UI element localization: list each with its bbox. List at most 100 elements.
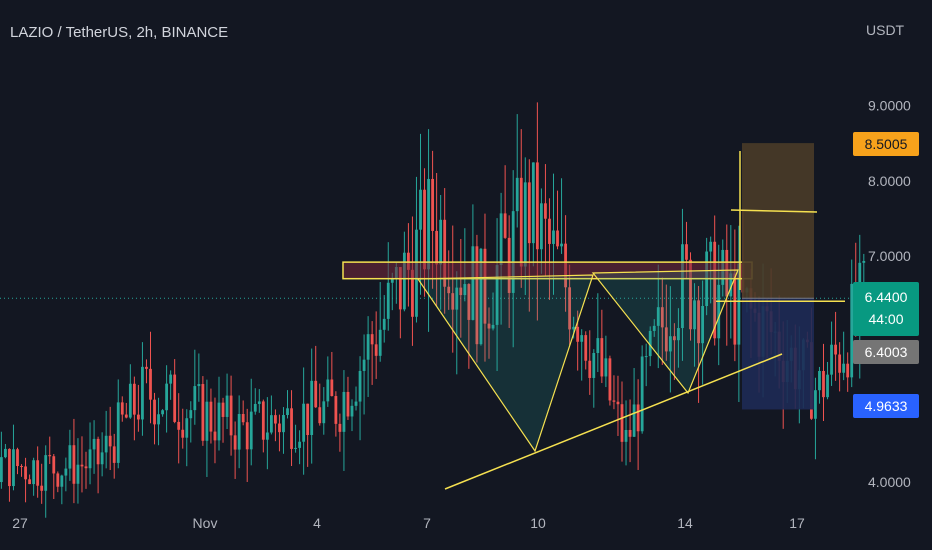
candle-body [527, 182, 531, 244]
candle-body [818, 371, 821, 391]
y-tick-label: 4.0000 [868, 474, 911, 490]
candle-body [153, 399, 156, 425]
candle-body [644, 356, 648, 358]
candle-body [834, 344, 837, 355]
support-trendline [444, 353, 783, 490]
candle-body [407, 252, 410, 270]
candle-body [668, 336, 672, 352]
candle-body [24, 466, 27, 480]
candle-body [693, 300, 696, 330]
candle-body [290, 408, 293, 449]
candle-body [435, 230, 439, 265]
candle-body [390, 279, 394, 283]
candle-body [467, 284, 471, 320]
candle-body [826, 374, 829, 398]
candle-body [322, 401, 326, 424]
bar-countdown: 44:00 [868, 311, 904, 327]
candle-body [128, 383, 132, 418]
candle-body [689, 259, 692, 330]
candle-body [108, 435, 112, 447]
candle-body [4, 448, 7, 458]
candle-body [104, 435, 108, 453]
candle-body [342, 391, 346, 432]
target-zone [742, 143, 814, 299]
candle-body [628, 430, 632, 437]
candle-body [572, 326, 576, 330]
candle-body [455, 287, 459, 310]
candle-body [306, 403, 310, 436]
candle-body [338, 423, 342, 432]
candle-body [245, 422, 249, 450]
candle-body [161, 410, 164, 415]
candle-body [850, 283, 854, 378]
candle-body [20, 466, 23, 468]
candle-body [463, 284, 467, 296]
last-price-badge: 6.4400 44:00 [853, 282, 919, 336]
candle-body [181, 429, 185, 438]
candle-body [608, 358, 612, 401]
candle-body [217, 402, 221, 441]
candle-body [681, 244, 684, 329]
candle-body [499, 213, 503, 266]
candle-body [370, 334, 374, 345]
candle-body [330, 379, 334, 397]
candle-body [616, 401, 620, 405]
candle-body [632, 404, 636, 437]
stop-zone [742, 298, 814, 410]
candle-body [16, 449, 19, 467]
candle-body [588, 360, 592, 378]
candle-body [548, 218, 551, 244]
candle-body [141, 366, 144, 420]
candle-body [88, 449, 92, 469]
currency-label: USDT [866, 22, 905, 38]
candle-body [419, 189, 422, 230]
candle-body [822, 371, 825, 398]
candle-body [137, 414, 140, 420]
candle-body [116, 402, 120, 463]
candle-body [568, 287, 572, 330]
candle-body [552, 230, 555, 244]
candle-body [326, 379, 330, 402]
candle-body [366, 334, 370, 360]
level-price-badge: 6.4003 [853, 340, 919, 364]
candle-body [535, 162, 539, 250]
candle-body [60, 475, 64, 487]
x-tick-label: 4 [313, 515, 321, 531]
candle-body [132, 383, 136, 415]
candle-body [261, 401, 265, 440]
candle-body [600, 338, 604, 377]
candle-body [830, 344, 833, 375]
candle-body [402, 252, 406, 310]
candle-body [475, 246, 479, 345]
candle-body [838, 354, 842, 373]
candle-body [431, 178, 434, 231]
candle-body [451, 293, 455, 310]
candle-body [229, 395, 233, 436]
candle-body [44, 455, 48, 491]
x-tick-label: 14 [677, 515, 693, 531]
candle-body [733, 273, 737, 345]
candle-body [560, 243, 563, 247]
candle-body [278, 423, 281, 433]
candle-body [576, 326, 580, 342]
candle-body [814, 390, 817, 419]
x-tick-label: 7 [423, 515, 431, 531]
candle-body [382, 318, 386, 330]
candle-body [374, 344, 378, 356]
candle-body [72, 445, 76, 484]
candle-body [92, 438, 96, 450]
candle-body [120, 402, 124, 415]
shoulder-pattern [591, 269, 739, 395]
candle-body [157, 414, 160, 425]
candle-body [544, 203, 547, 219]
y-tick-label: 9.0000 [868, 98, 911, 114]
candle-body [459, 287, 463, 296]
candle-body [193, 386, 197, 411]
candle-body [737, 263, 741, 345]
candle-body [515, 177, 519, 212]
candle-body [672, 336, 676, 341]
candle-body [580, 335, 584, 342]
candle-body [209, 401, 213, 432]
candle-body [237, 414, 241, 450]
